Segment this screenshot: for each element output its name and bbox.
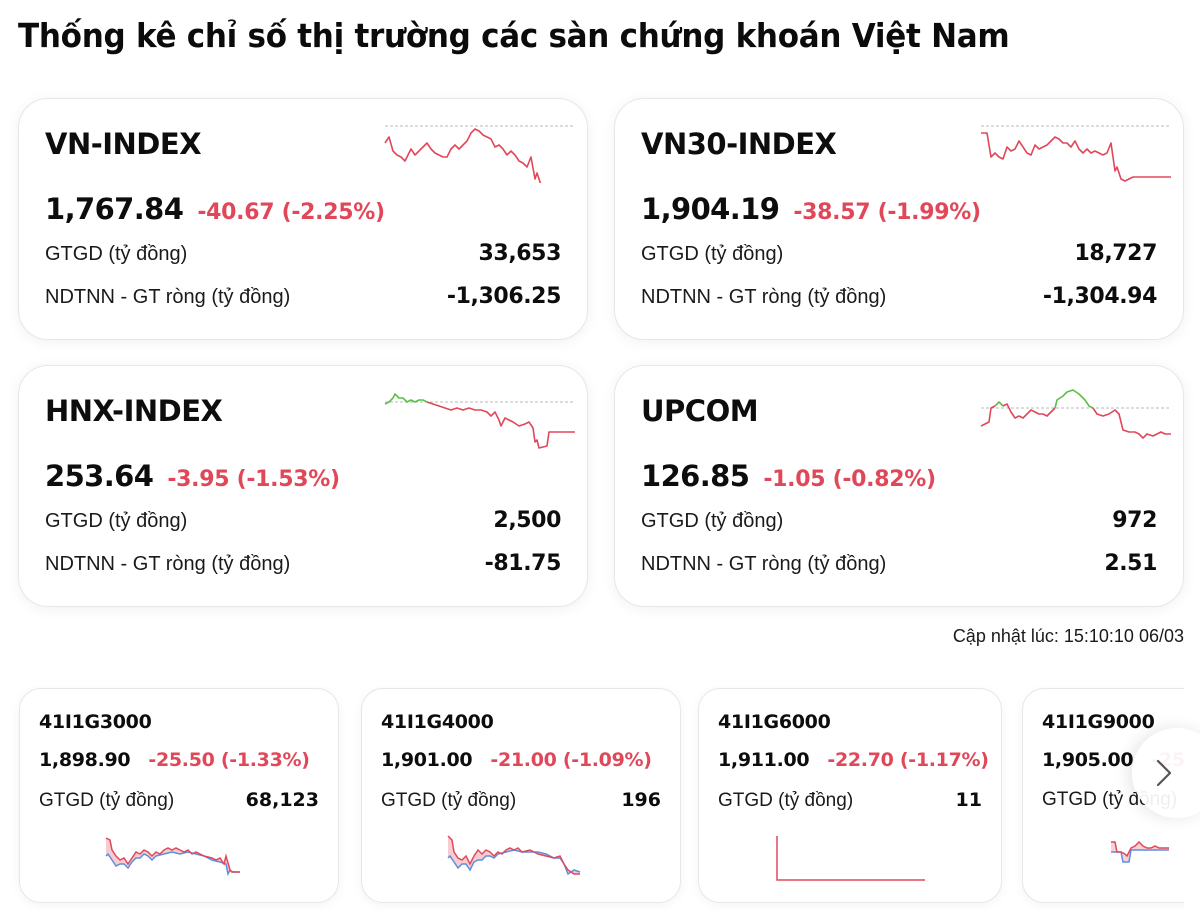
stat-row-gtgd: GTGD (tỷ đồng) 972 — [641, 508, 1157, 533]
futures-code: 41I1G3000 — [39, 711, 152, 733]
stat-label: GTGD (tỷ đồng) — [381, 790, 517, 811]
futures-carousel: 41I1G3000 1,898.90 -25.50 (-1.33%) GTGD … — [0, 686, 1200, 911]
stat-value: 18,727 — [1074, 241, 1158, 266]
futures-card[interactable]: 41I1G6000 1,911.00 -22.70 (-1.17%) GTGD … — [698, 688, 1002, 903]
stat-row-gtgd: GTGD (tỷ đồng) 2,500 — [45, 508, 561, 533]
stat-value: -81.75 — [484, 551, 562, 576]
stat-row-gtgd: GTGD (tỷ đồng) 11 — [718, 789, 982, 812]
stat-label: GTGD (tỷ đồng) — [45, 510, 188, 532]
futures-code: 41I1G4000 — [381, 711, 494, 733]
index-name: VN-INDEX — [45, 127, 202, 161]
futures-card[interactable]: 41I1G3000 1,898.90 -25.50 (-1.33%) GTGD … — [19, 688, 339, 903]
stat-label: GTGD (tỷ đồng) — [45, 243, 188, 265]
futures-sparkline — [105, 837, 240, 877]
futures-price: 1,911.00 — [718, 749, 810, 771]
intraday-sparkline — [384, 393, 575, 449]
index-price: 1,904.19 — [641, 192, 780, 226]
intraday-sparkline — [981, 125, 1171, 182]
index-change: -40.67 (-2.25%) — [197, 200, 385, 225]
index-name: VN30-INDEX — [641, 127, 837, 161]
intraday-sparkline — [384, 125, 575, 183]
stat-label: GTGD (tỷ đồng) — [641, 510, 784, 532]
stat-value: 33,653 — [478, 241, 562, 266]
index-name: UPCOM — [641, 394, 759, 428]
stat-label: NDTNN - GT ròng (tỷ đồng) — [641, 286, 887, 308]
stat-label: NDTNN - GT ròng (tỷ đồng) — [641, 553, 887, 575]
stat-row-gtgd: GTGD (tỷ đồng) 196 — [381, 789, 661, 812]
index-price: 1,767.84 — [45, 192, 184, 226]
stat-label: NDTNN - GT ròng (tỷ đồng) — [45, 553, 291, 575]
stat-label: GTGD (tỷ đồng) — [718, 790, 854, 811]
futures-card[interactable]: 41I1G4000 1,901.00 -21.00 (-1.09%) GTGD … — [361, 688, 681, 903]
chevron-right-icon — [1156, 759, 1172, 787]
stat-value: 196 — [621, 789, 661, 811]
stat-value: 972 — [1112, 508, 1157, 533]
index-card-vn30[interactable]: VN30-INDEX 1,904.19 -38.57 (-1.99%) GTGD… — [614, 98, 1184, 340]
index-grid: VN-INDEX 1,767.84 -40.67 (-2.25%) GTGD (… — [18, 98, 1184, 607]
futures-sparkline — [447, 835, 581, 876]
stat-row-ndtnn: NDTNN - GT ròng (tỷ đồng) -1,306.25 — [45, 284, 561, 309]
index-card-upcom[interactable]: UPCOM 126.85 -1.05 (-0.82%) GTGD (tỷ đồn… — [614, 365, 1184, 607]
stat-value: -1,306.25 — [446, 284, 561, 309]
futures-price: 1,901.00 — [381, 749, 473, 771]
futures-price: 1,905.00 — [1042, 749, 1134, 771]
index-price: 253.64 — [45, 459, 154, 493]
index-change: -3.95 (-1.53%) — [167, 467, 340, 492]
index-card-hnx[interactable]: HNX-INDEX 253.64 -3.95 (-1.53%) GTGD (tỷ… — [18, 365, 588, 607]
stat-label: NDTNN - GT ròng (tỷ đồng) — [45, 286, 291, 308]
futures-price: 1,898.90 — [39, 749, 131, 771]
page-title: Thống kê chỉ số thị trường các sàn chứng… — [18, 16, 1010, 55]
futures-change: -21.00 (-1.09%) — [490, 749, 652, 771]
stat-row-ndtnn: NDTNN - GT ròng (tỷ đồng) -1,304.94 — [641, 284, 1157, 309]
index-price: 126.85 — [641, 459, 750, 493]
futures-change: -25.50 (-1.33%) — [148, 749, 310, 771]
stat-label: GTGD (tỷ đồng) — [39, 790, 175, 811]
intraday-sparkline — [980, 389, 1171, 439]
carousel-next-button[interactable] — [1132, 728, 1200, 818]
stat-value: 68,123 — [245, 789, 319, 811]
stat-row-ndtnn: NDTNN - GT ròng (tỷ đồng) -81.75 — [45, 551, 561, 576]
stat-value: -1,304.94 — [1042, 284, 1157, 309]
stat-value: 2.51 — [1104, 551, 1157, 576]
stat-row-gtgd: GTGD (tỷ đồng) 18,727 — [641, 241, 1157, 266]
futures-sparkline — [1111, 840, 1169, 863]
stat-row-gtgd: GTGD (tỷ đồng) 68,123 — [39, 789, 319, 812]
stat-row-ndtnn: NDTNN - GT ròng (tỷ đồng) 2.51 — [641, 551, 1157, 576]
stat-label: GTGD (tỷ đồng) — [641, 243, 784, 265]
futures-sparkline — [776, 836, 925, 881]
futures-code: 41I1G6000 — [718, 711, 831, 733]
futures-code: 41I1G9000 — [1042, 711, 1155, 733]
futures-change: -22.70 (-1.17%) — [827, 749, 989, 771]
index-name: HNX-INDEX — [45, 394, 223, 428]
stat-row-gtgd: GTGD (tỷ đồng) 33,653 — [45, 241, 561, 266]
stat-value: 11 — [955, 789, 982, 811]
index-change: -1.05 (-0.82%) — [763, 467, 936, 492]
stat-value: 2,500 — [493, 508, 561, 533]
index-card-vnindex[interactable]: VN-INDEX 1,767.84 -40.67 (-2.25%) GTGD (… — [18, 98, 588, 340]
index-change: -38.57 (-1.99%) — [793, 200, 981, 225]
last-updated-timestamp: Cập nhật lúc: 15:10:10 06/03 — [952, 626, 1184, 646]
